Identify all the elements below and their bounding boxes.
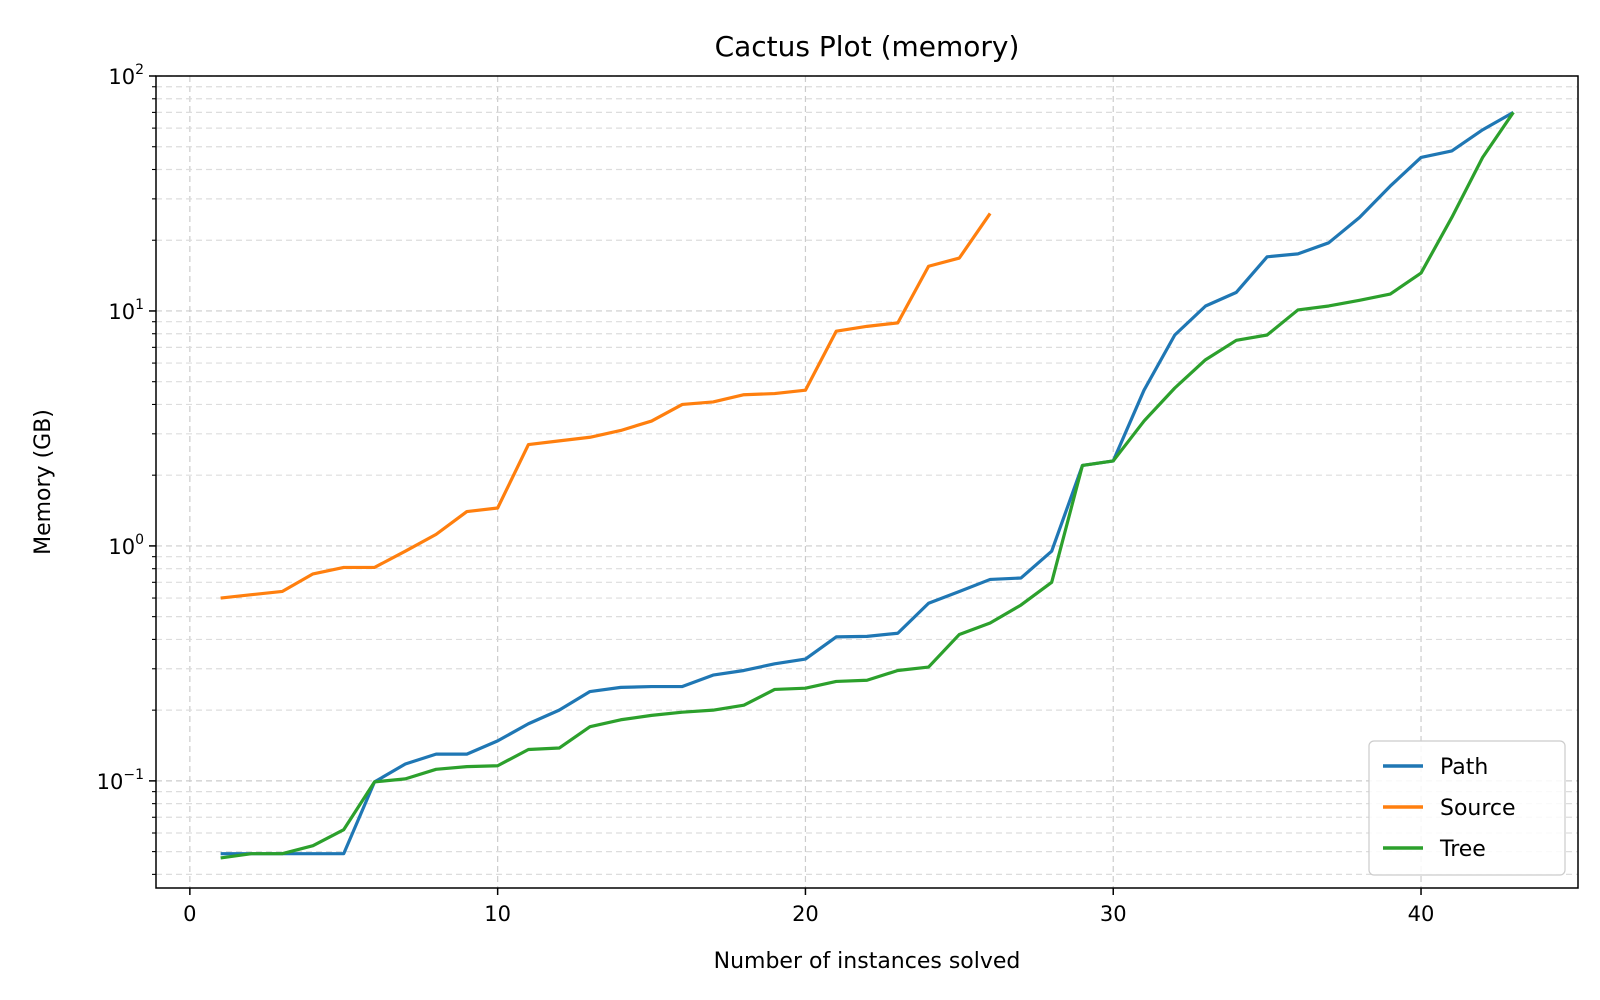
chart-title: Cactus Plot (memory) bbox=[715, 30, 1020, 63]
y-tick-label: 101 bbox=[108, 297, 144, 324]
x-tick-label: 0 bbox=[183, 902, 196, 926]
data-series bbox=[220, 111, 1515, 860]
legend-box bbox=[1368, 740, 1566, 876]
x-tick-label: 40 bbox=[1408, 902, 1435, 926]
legend-label-tree: Tree bbox=[1439, 837, 1486, 862]
series-line-path bbox=[220, 111, 1515, 856]
x-tick-label: 30 bbox=[1100, 902, 1127, 926]
y-axis-label: Memory (GB) bbox=[31, 409, 56, 555]
plot-frame bbox=[155, 75, 1579, 889]
legend-label-source: Source bbox=[1440, 796, 1516, 821]
legend: Path Source Tree bbox=[1368, 740, 1566, 876]
y-tick-label: 10−1 bbox=[97, 767, 144, 794]
x-axis-label: Number of instances solved bbox=[714, 949, 1021, 974]
legend-label-path: Path bbox=[1440, 755, 1488, 780]
series-line-tree bbox=[220, 111, 1515, 860]
series-line-source bbox=[220, 212, 992, 600]
y-tick-label: 102 bbox=[108, 62, 144, 89]
grid-lines bbox=[156, 75, 1578, 888]
x-tick-label: 20 bbox=[792, 902, 819, 926]
x-tick-label: 10 bbox=[484, 902, 511, 926]
axis-ticks: 0 10 20 30 40 10−1 100 101 102 bbox=[97, 62, 1435, 926]
y-tick-label: 100 bbox=[108, 532, 144, 559]
